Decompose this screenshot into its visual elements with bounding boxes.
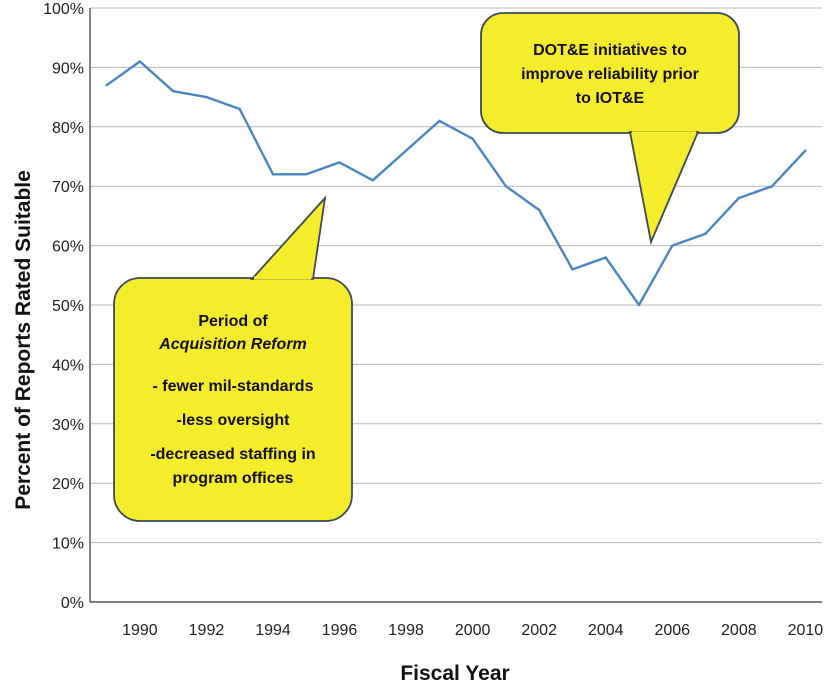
- axes: [89, 8, 822, 603]
- callout-acq: Period of Acquisition Reform - fewer mil-s…: [113, 195, 353, 522]
- y-tick-labels: 0% 10% 20% 30% 40% 50% 60% 70% 80% 90% 100%: [43, 1, 84, 612]
- series-line: [105, 60, 807, 307]
- y-tick-label: 60%: [52, 239, 84, 256]
- data-point: [271, 173, 275, 176]
- y-tick-label: 30%: [52, 417, 84, 434]
- data-point: [537, 208, 541, 212]
- data-point: [737, 196, 741, 200]
- data-point: [171, 89, 175, 93]
- y-tick-label: 50%: [52, 298, 84, 315]
- callout-dote: DOT&E initiatives to improve reliability …: [480, 12, 740, 246]
- x-tick-label: 1994: [255, 622, 291, 639]
- callout-line: improve reliability prior: [521, 66, 699, 83]
- data-point: [704, 232, 707, 235]
- data-point: [604, 256, 607, 259]
- data-point: [471, 137, 474, 140]
- callout-tail: [249, 195, 327, 280]
- data-point: [404, 149, 408, 152]
- series-layer: [105, 60, 807, 307]
- data-point: [804, 149, 807, 152]
- x-tick-label: 1998: [388, 622, 424, 639]
- data-point: [338, 161, 341, 164]
- y-tick-label: 100%: [43, 1, 84, 18]
- callouts: Period of Acquisition Reform - fewer mil-s…: [113, 12, 740, 522]
- callout-line: Period of: [198, 313, 268, 330]
- callout-line: to IOT&E: [576, 90, 645, 107]
- data-point: [504, 185, 508, 188]
- callout-line: DOT&E initiatives to: [533, 42, 687, 59]
- x-tick-label: 2010: [788, 622, 824, 639]
- y-axis-title: Percent of Reports Rated Suitable: [12, 170, 35, 510]
- data-point: [105, 84, 108, 87]
- data-point: [305, 173, 308, 176]
- y-tick-label: 0%: [61, 595, 84, 612]
- x-tick-label: 2008: [721, 622, 757, 639]
- data-point: [138, 60, 142, 63]
- y-tick-label: 90%: [52, 60, 84, 77]
- x-tick-label: 2002: [521, 622, 557, 639]
- y-tick-label: 80%: [52, 120, 84, 137]
- x-tick-label: 1992: [189, 622, 225, 639]
- data-point: [438, 119, 441, 123]
- x-tick-label: 2004: [588, 622, 624, 639]
- x-tick-label: 2000: [455, 622, 491, 639]
- callout-line: - fewer mil-standards: [153, 378, 314, 395]
- data-point: [238, 107, 241, 111]
- data-point: [205, 95, 208, 99]
- y-tick-label: 10%: [52, 536, 84, 553]
- callout-line: Acquisition Reform: [158, 336, 307, 353]
- data-point: [571, 268, 574, 271]
- callout-line: -less oversight: [177, 412, 291, 429]
- callout-box: [113, 277, 353, 522]
- x-tick-label: 1996: [322, 622, 358, 639]
- x-tick-label: 2006: [654, 622, 690, 639]
- y-tick-label: 40%: [52, 357, 84, 374]
- x-tick-label: 1990: [122, 622, 158, 639]
- data-point: [371, 179, 375, 182]
- callout-line: -decreased staffing in: [150, 446, 315, 463]
- data-point: [637, 303, 641, 307]
- x-axis-title: Fiscal Year: [400, 662, 509, 685]
- data-point: [671, 244, 674, 247]
- callout-tail: [628, 131, 700, 246]
- callout-line: program offices: [173, 470, 294, 487]
- callout-box: [480, 12, 740, 134]
- y-tick-label: 70%: [52, 179, 84, 196]
- data-point: [770, 185, 774, 188]
- x-tick-labels: 1990 1992 1994 1996 1998 2000 2002 2004 2006 2008…: [122, 622, 823, 639]
- y-tick-label: 20%: [52, 476, 84, 493]
